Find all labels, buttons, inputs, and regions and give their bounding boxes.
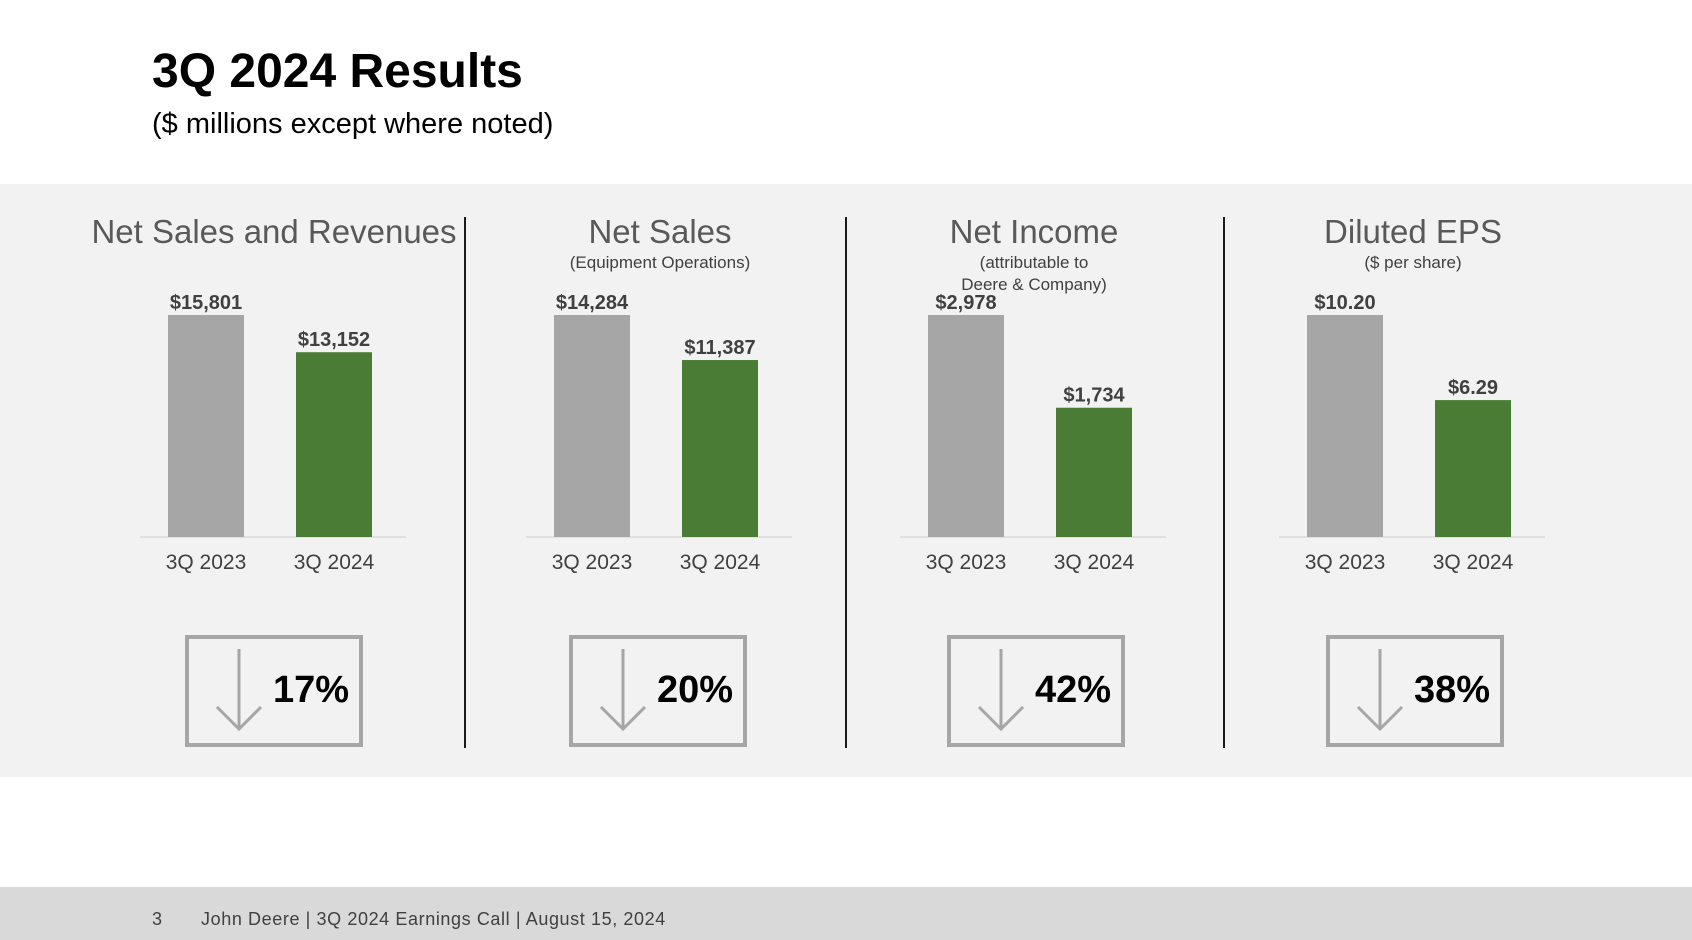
bar-3q-2024	[1435, 400, 1511, 537]
data-label: $13,152	[298, 329, 370, 351]
data-label: $14,284	[556, 292, 629, 314]
bar-3q-2024	[296, 352, 372, 537]
bar-chart-net-income: $2,978 3Q 2023 $1,734 3Q 2024	[900, 292, 1166, 574]
panel-subtitle: (Equipment Operations)	[569, 253, 751, 272]
x-tick-label: 3Q 2024	[680, 551, 761, 574]
x-tick-label: 3Q 2024	[1433, 551, 1514, 574]
bar-3q-2023	[928, 315, 1004, 537]
bar-3q-2023	[168, 315, 244, 537]
panel-subtitle: ($ per share)	[1364, 253, 1462, 272]
data-label: $6.29	[1448, 377, 1498, 399]
bar-3q-2023	[554, 315, 630, 537]
x-tick-label: 3Q 2023	[552, 551, 633, 574]
down-arrow-icon	[1356, 649, 1404, 732]
panel-title: Net Sales and Revenues	[91, 213, 457, 250]
panel-net-sales-revenues: Net Sales and Revenues $15,801 3Q 2023 $13…	[84, 184, 464, 777]
change-percent: 42%	[1035, 669, 1112, 711]
panel-divider	[845, 217, 847, 748]
x-tick-label: 3Q 2023	[166, 551, 247, 574]
x-tick-label: 3Q 2023	[926, 551, 1007, 574]
panel-subtitle-line: Deere & Company)	[961, 275, 1107, 294]
panel-divider	[464, 217, 466, 748]
change-box: 17%	[185, 635, 363, 747]
change-percent: 38%	[1414, 669, 1491, 711]
panel-title: Net Sales	[588, 213, 732, 250]
change-box: 20%	[569, 635, 747, 747]
panel-title: Net Income	[949, 213, 1119, 250]
panel-title: Diluted EPS	[1324, 213, 1502, 250]
change-percent: 20%	[657, 669, 734, 711]
change-box: 42%	[947, 635, 1125, 747]
bar-chart-diluted-eps: $10.20 3Q 2023 $6.29 3Q 2024	[1279, 292, 1545, 574]
bar-chart-net-sales-revenues: $15,801 3Q 2023 $13,152 3Q 2024	[140, 292, 406, 574]
x-tick-label: 3Q 2024	[1054, 551, 1135, 574]
panel-divider	[1223, 217, 1225, 748]
down-arrow-icon	[977, 649, 1025, 732]
data-label: $15,801	[170, 292, 242, 314]
down-arrow-icon	[599, 649, 647, 732]
panel-subtitle-line: (attributable to	[979, 253, 1089, 272]
panel-net-income: Net Income (attributable to Deere & Comp…	[844, 184, 1224, 777]
bar-3q-2024	[1056, 407, 1132, 537]
data-label: $10.20	[1314, 292, 1375, 314]
footer: 3 John Deere | 3Q 2024 Earnings Call | A…	[0, 887, 1692, 940]
bar-3q-2024	[682, 360, 758, 537]
page-subtitle: ($ millions except where noted)	[152, 108, 554, 140]
data-label: $1,734	[1063, 385, 1125, 407]
page-title: 3Q 2024 Results	[152, 45, 523, 98]
x-tick-label: 3Q 2023	[1305, 551, 1386, 574]
down-arrow-icon	[215, 649, 263, 732]
footer-text: John Deere | 3Q 2024 Earnings Call | Aug…	[201, 909, 666, 929]
x-tick-label: 3Q 2024	[294, 551, 375, 574]
data-label: $2,978	[935, 292, 996, 314]
change-box: 38%	[1326, 635, 1504, 747]
page-number: 3	[152, 909, 163, 929]
bar-chart-net-sales: $14,284 3Q 2023 $11,387 3Q 2024	[526, 292, 792, 574]
change-percent: 17%	[273, 669, 350, 711]
bar-3q-2023	[1307, 315, 1383, 537]
panel-net-sales: Net Sales (Equipment Operations) $14,284…	[470, 184, 850, 777]
data-label: $11,387	[684, 337, 755, 359]
panel-diluted-eps: Diluted EPS ($ per share) $10.20 3Q 2023 $…	[1223, 184, 1603, 777]
